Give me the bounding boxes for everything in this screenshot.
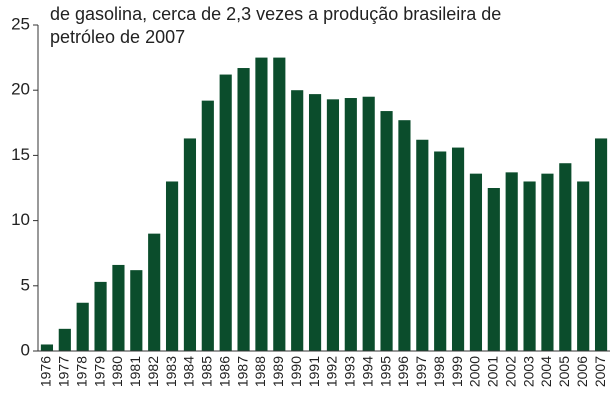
y-tick-label: 25 <box>11 14 30 33</box>
bar <box>326 99 340 351</box>
bar <box>594 138 608 351</box>
x-tick-label: 1997 <box>413 356 429 387</box>
x-tick-label: 1993 <box>342 356 358 387</box>
x-tick-label: 1987 <box>234 356 250 387</box>
x-tick-label: 1989 <box>270 356 286 387</box>
x-tick-label: 1976 <box>38 356 54 387</box>
bar <box>416 139 429 351</box>
bar <box>255 57 268 351</box>
x-tick-label: 1979 <box>91 356 107 387</box>
bar <box>40 344 54 351</box>
x-tick-label: 2004 <box>538 356 554 387</box>
bar <box>577 181 590 351</box>
y-tick-label: 15 <box>11 145 30 164</box>
bar <box>344 98 357 351</box>
bar <box>541 173 554 351</box>
y-tick-label: 0 <box>21 340 30 359</box>
x-tick-label: 2007 <box>592 356 608 387</box>
x-tick-label: 1996 <box>395 356 411 387</box>
y-tick-label: 20 <box>11 80 30 99</box>
bar <box>291 90 304 351</box>
bar <box>130 270 143 351</box>
x-tick-label: 1992 <box>324 356 340 387</box>
bar <box>219 74 232 351</box>
x-tick-label: 1985 <box>199 356 215 387</box>
x-tick-label: 2002 <box>502 356 518 387</box>
bar <box>165 181 179 351</box>
chart-title: petróleo de 2007 <box>50 27 185 47</box>
bar <box>434 151 447 351</box>
x-tick-label: 1986 <box>216 356 232 387</box>
x-tick-label: 1983 <box>163 356 179 387</box>
y-tick-label: 10 <box>11 210 30 229</box>
bar <box>469 173 483 351</box>
bar <box>201 100 214 351</box>
x-tick-label: 1990 <box>288 356 304 387</box>
x-tick-label: 1978 <box>73 356 89 387</box>
x-tick-label: 1995 <box>377 356 393 387</box>
x-tick-label: 1991 <box>306 356 322 387</box>
x-tick-label: 1982 <box>145 356 161 387</box>
x-tick-label: 1981 <box>127 356 143 387</box>
bar <box>76 302 89 351</box>
bar <box>237 68 250 352</box>
bar <box>58 328 71 351</box>
chart-title: de gasolina, cerca de 2,3 vezes a produç… <box>50 4 501 24</box>
x-tick-label: 1988 <box>252 356 268 387</box>
x-tick-label: 1980 <box>109 356 125 387</box>
bar <box>273 57 286 351</box>
bar <box>398 120 411 351</box>
bar <box>380 111 393 352</box>
x-tick-label: 2005 <box>556 356 572 387</box>
bar <box>362 96 375 351</box>
x-tick-label: 1977 <box>56 356 72 387</box>
bar <box>451 147 465 351</box>
x-tick-label: 2001 <box>485 356 501 387</box>
bar <box>559 163 572 351</box>
x-tick-label: 2006 <box>574 356 590 387</box>
x-tick-label: 2003 <box>520 356 536 387</box>
y-tick-label: 5 <box>21 275 30 294</box>
bar <box>183 138 197 351</box>
bar <box>308 94 322 351</box>
x-tick-label: 1984 <box>181 356 197 387</box>
bar <box>505 172 518 351</box>
x-tick-label: 1998 <box>431 356 447 387</box>
x-tick-label: 2000 <box>467 356 483 387</box>
bar <box>112 264 125 351</box>
bar <box>94 281 107 351</box>
bar <box>148 233 161 351</box>
bar <box>487 188 500 351</box>
x-tick-label: 1999 <box>449 356 465 387</box>
bar <box>523 181 536 351</box>
x-tick-label: 1994 <box>359 356 375 387</box>
